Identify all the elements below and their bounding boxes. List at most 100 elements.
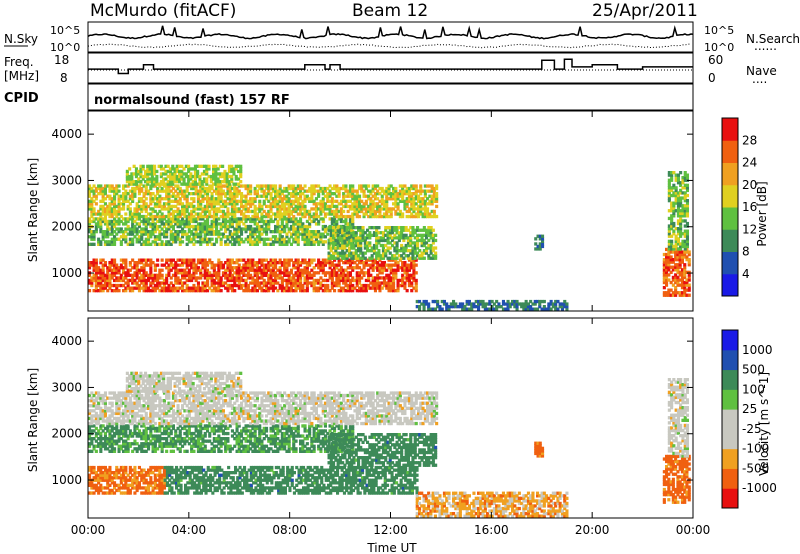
rti-cell xyxy=(367,276,371,280)
rti-cell xyxy=(330,271,334,275)
rti-cell xyxy=(329,249,333,253)
rti-cell xyxy=(363,236,367,240)
rti-cell xyxy=(385,263,389,267)
rti-cell xyxy=(226,197,230,201)
rti-cell xyxy=(166,180,170,184)
rti-cell xyxy=(210,266,214,270)
rti-cell xyxy=(125,174,129,179)
rti-cell xyxy=(678,265,682,269)
rti-cell xyxy=(404,254,408,258)
rti-cell xyxy=(419,212,423,216)
rti-cell xyxy=(319,281,323,285)
rti-cell xyxy=(670,209,674,213)
rti-cell xyxy=(678,250,682,254)
rti-cell xyxy=(108,227,112,231)
rti-cell xyxy=(92,235,96,239)
rti-cell xyxy=(676,275,680,280)
rti-cell xyxy=(255,273,259,277)
rti-cell xyxy=(258,271,262,275)
rti-cell xyxy=(185,189,189,193)
rti-cell xyxy=(344,204,348,209)
rti-cell xyxy=(199,268,203,272)
rti-cell xyxy=(375,236,379,240)
rti-cell xyxy=(219,232,223,236)
rti-cell xyxy=(355,202,359,206)
rti-cell xyxy=(344,199,348,203)
rti-cell xyxy=(244,261,248,265)
rti-cell xyxy=(217,273,221,277)
rti-cell xyxy=(217,276,221,280)
rti-cell xyxy=(173,172,177,176)
rti-cell xyxy=(194,230,198,234)
rti-cell xyxy=(199,230,203,234)
rti-cell xyxy=(169,276,173,280)
rti-cell xyxy=(276,273,280,277)
rti-cell xyxy=(312,202,316,206)
rti-cell xyxy=(672,214,676,218)
rti-cell xyxy=(131,478,135,482)
rti-cell xyxy=(221,164,225,168)
rti-cell xyxy=(312,184,316,188)
rti-cell xyxy=(296,219,300,224)
rti-cell xyxy=(165,276,169,280)
rti-cell xyxy=(88,473,92,477)
rti-cell xyxy=(343,233,347,237)
rti-cell xyxy=(253,273,257,277)
rti-cell xyxy=(672,209,676,213)
rti-cell xyxy=(339,266,343,270)
rti-cell xyxy=(227,174,231,179)
rti-cell xyxy=(358,271,362,275)
rti-cell xyxy=(124,222,128,226)
rti-cell xyxy=(122,271,126,275)
rti-cell xyxy=(269,237,273,241)
rti-cell xyxy=(432,186,436,191)
rti-cell xyxy=(103,184,107,188)
rti-cell xyxy=(402,236,406,240)
rti-cell xyxy=(128,230,132,234)
rti-cell xyxy=(335,184,339,188)
rti-cell xyxy=(265,281,269,285)
rti-cell xyxy=(683,275,687,280)
rti-cell xyxy=(341,226,345,230)
rti-cell xyxy=(137,240,141,244)
rti-cell xyxy=(249,281,253,285)
rti-cell xyxy=(113,278,117,283)
rti-cell xyxy=(142,273,146,277)
rti-cell xyxy=(233,219,237,224)
rti-cell xyxy=(206,224,210,229)
rti-cell xyxy=(192,224,196,229)
rti-cell xyxy=(174,214,178,219)
rti-cell xyxy=(388,236,392,240)
rti-cell xyxy=(242,207,246,211)
rti-cell xyxy=(305,266,309,270)
rti-cell xyxy=(265,197,269,201)
rti-cell xyxy=(558,305,562,309)
rti-cell xyxy=(416,238,420,243)
rti-cell xyxy=(137,261,141,265)
rti-cell xyxy=(271,258,275,262)
rti-cell xyxy=(115,488,119,493)
rti-cell xyxy=(554,299,558,304)
rti-cell xyxy=(330,281,334,285)
rti-cell xyxy=(404,228,408,232)
rti-cell xyxy=(394,289,398,293)
rti-cell xyxy=(128,180,132,184)
rti-cell xyxy=(287,286,291,290)
rti-cell xyxy=(323,240,327,244)
rti-cell xyxy=(285,197,289,201)
rti-cell xyxy=(167,273,171,277)
rti-cell xyxy=(149,194,153,198)
rti-cell xyxy=(203,189,207,193)
rti-cell xyxy=(209,177,213,181)
rti-cell xyxy=(101,271,105,275)
rti-cell xyxy=(128,214,132,219)
rti-cell xyxy=(92,199,96,203)
rti-cell xyxy=(258,199,262,203)
rti-cell xyxy=(367,283,371,288)
rti-cell xyxy=(278,184,282,188)
rti-cell xyxy=(427,243,431,248)
rti-cell xyxy=(108,491,112,495)
rti-cell xyxy=(124,478,128,482)
rti-cell xyxy=(208,227,212,231)
rti-cell xyxy=(676,209,680,213)
